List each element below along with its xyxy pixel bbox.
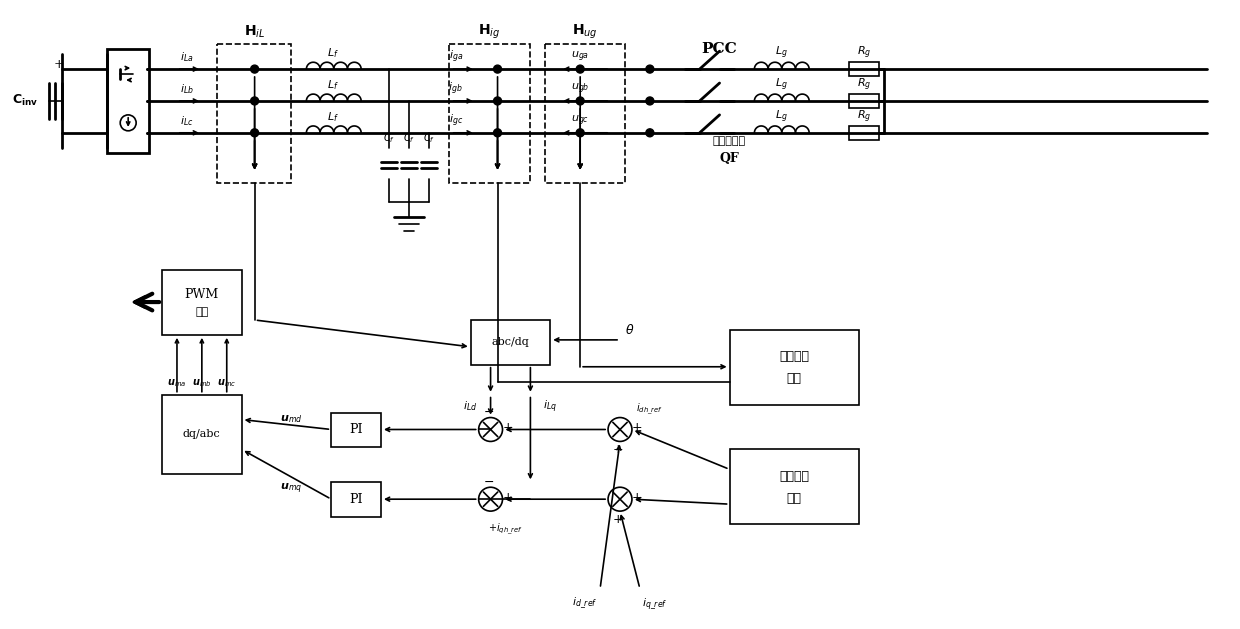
Text: $L_g$: $L_g$	[775, 109, 787, 125]
Text: +: +	[502, 421, 513, 434]
Circle shape	[250, 65, 259, 73]
Text: −: −	[484, 476, 494, 489]
Text: $\mathbf{H}_{ig}$: $\mathbf{H}_{ig}$	[479, 23, 501, 42]
Text: $L_f$: $L_f$	[327, 78, 340, 92]
Circle shape	[577, 65, 584, 73]
Text: $\boldsymbol{u}_{md}$: $\boldsymbol{u}_{md}$	[280, 414, 303, 425]
Circle shape	[646, 97, 653, 105]
Text: PCC: PCC	[702, 42, 738, 56]
Text: $u_{gb}$: $u_{gb}$	[570, 82, 589, 96]
Text: $i_{dh\_ref}$: $i_{dh\_ref}$	[636, 402, 663, 417]
Text: $R_g$: $R_g$	[857, 45, 870, 62]
Bar	[217, 44, 291, 182]
Text: $i_{gb}$: $i_{gb}$	[449, 81, 463, 97]
Bar	[331, 482, 381, 517]
Circle shape	[577, 129, 584, 136]
Text: $\boldsymbol{u}_{mc}$: $\boldsymbol{u}_{mc}$	[217, 377, 237, 389]
Bar	[729, 330, 859, 404]
Text: $\mathbf{H}_{iL}$: $\mathbf{H}_{iL}$	[244, 24, 265, 40]
Circle shape	[646, 129, 653, 136]
Text: $C_f$: $C_f$	[423, 131, 435, 145]
Text: $R_g$: $R_g$	[857, 109, 870, 125]
Circle shape	[494, 129, 501, 136]
Text: $i_{Lb}$: $i_{Lb}$	[180, 82, 193, 96]
Text: abc/dq: abc/dq	[491, 337, 529, 347]
Text: $i_{Lc}$: $i_{Lc}$	[180, 114, 193, 128]
Text: $L_f$: $L_f$	[327, 47, 340, 60]
Text: $L_f$: $L_f$	[327, 110, 340, 124]
Text: $i_{Lq}$: $i_{Lq}$	[543, 398, 557, 415]
Bar	[546, 44, 625, 182]
Text: +: +	[631, 491, 642, 504]
Text: $u_{gc}$: $u_{gc}$	[572, 114, 589, 128]
Bar	[449, 44, 531, 182]
Text: $C_f$: $C_f$	[403, 131, 415, 145]
Bar	[849, 62, 879, 76]
Circle shape	[250, 97, 259, 105]
Text: PI: PI	[350, 493, 363, 506]
Text: $i_{d\_ref}$: $i_{d\_ref}$	[573, 596, 598, 611]
Bar	[162, 270, 242, 335]
Text: $u_{ga}$: $u_{ga}$	[572, 50, 589, 64]
Bar	[729, 449, 859, 524]
Text: $\mathbf{H}_{ug}$: $\mathbf{H}_{ug}$	[573, 23, 598, 42]
Text: 注入: 注入	[786, 492, 802, 504]
Text: 调制: 调制	[195, 307, 208, 317]
Text: $L_g$: $L_g$	[775, 77, 787, 93]
Text: +: +	[631, 421, 642, 434]
Text: $i_{gc}$: $i_{gc}$	[449, 113, 463, 129]
Text: $\boldsymbol{u}_{mq}$: $\boldsymbol{u}_{mq}$	[280, 482, 303, 496]
Bar	[849, 126, 879, 140]
Text: $R_g$: $R_g$	[857, 77, 870, 93]
Circle shape	[494, 65, 501, 73]
Circle shape	[250, 129, 259, 136]
Text: $\boldsymbol{u}_{mb}$: $\boldsymbol{u}_{mb}$	[192, 377, 212, 389]
Text: 计算: 计算	[786, 372, 802, 385]
Bar	[471, 320, 551, 365]
Text: PI: PI	[350, 423, 363, 436]
Bar	[108, 49, 149, 153]
Text: 电网阻抗: 电网阻抗	[779, 350, 810, 364]
Text: +: +	[613, 513, 624, 526]
Text: 交流断路器: 交流断路器	[713, 136, 746, 146]
Text: QF: QF	[719, 152, 739, 165]
Text: $i_{q\_ref}$: $i_{q\_ref}$	[642, 596, 667, 611]
Text: 扰动信号: 扰动信号	[779, 470, 810, 483]
Text: +: +	[502, 491, 513, 504]
Circle shape	[577, 97, 584, 105]
Bar	[162, 394, 242, 474]
Text: $i_{ga}$: $i_{ga}$	[449, 49, 463, 65]
Text: +: +	[613, 443, 624, 456]
Text: $\theta$: $\theta$	[625, 323, 635, 337]
Text: +: +	[53, 58, 63, 70]
Text: $i_{Ld}$: $i_{Ld}$	[464, 399, 477, 413]
Text: $i_{La}$: $i_{La}$	[180, 50, 193, 64]
Text: $L_g$: $L_g$	[775, 45, 787, 62]
Bar	[849, 94, 879, 108]
Text: $C_f$: $C_f$	[383, 131, 396, 145]
Text: PWM: PWM	[185, 287, 219, 301]
Text: −: −	[484, 406, 494, 419]
Text: $\mathbf{C_{inv}}$: $\mathbf{C_{inv}}$	[11, 93, 37, 108]
Text: $+i_{qh\_ref}$: $+i_{qh\_ref}$	[487, 521, 523, 537]
Text: $\boldsymbol{u}_{ma}$: $\boldsymbol{u}_{ma}$	[167, 377, 187, 389]
Circle shape	[494, 97, 501, 105]
Circle shape	[646, 65, 653, 73]
Bar	[331, 413, 381, 447]
Text: dq/abc: dq/abc	[184, 430, 221, 440]
